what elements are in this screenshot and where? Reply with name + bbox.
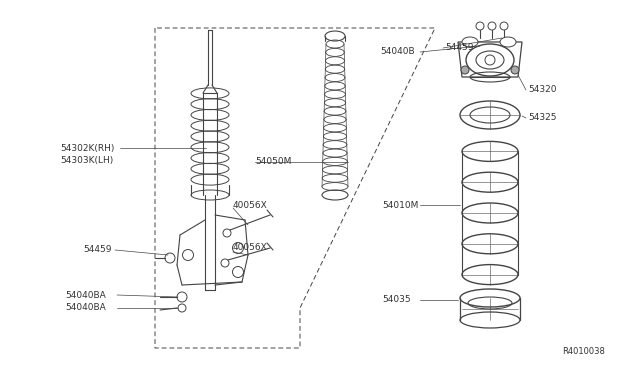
Ellipse shape (462, 37, 478, 47)
Text: 54320: 54320 (528, 86, 557, 94)
Ellipse shape (500, 37, 516, 47)
Text: 54459: 54459 (83, 246, 111, 254)
Text: R4010038: R4010038 (562, 347, 605, 356)
Text: 54040BA: 54040BA (65, 304, 106, 312)
Circle shape (511, 66, 519, 74)
Text: 54035: 54035 (382, 295, 411, 305)
Text: 54040B: 54040B (380, 48, 415, 57)
Text: 54010M: 54010M (382, 201, 419, 209)
Text: 54459: 54459 (445, 44, 474, 52)
Text: 54302K(RH): 54302K(RH) (60, 144, 115, 153)
Text: 54325: 54325 (528, 113, 557, 122)
Text: 54303K(LH): 54303K(LH) (60, 155, 113, 164)
Text: 54040BA: 54040BA (65, 291, 106, 299)
Text: 40056X: 40056X (233, 244, 268, 253)
Text: 54050M: 54050M (255, 157, 291, 167)
Text: 40056X: 40056X (233, 201, 268, 209)
Circle shape (461, 66, 469, 74)
